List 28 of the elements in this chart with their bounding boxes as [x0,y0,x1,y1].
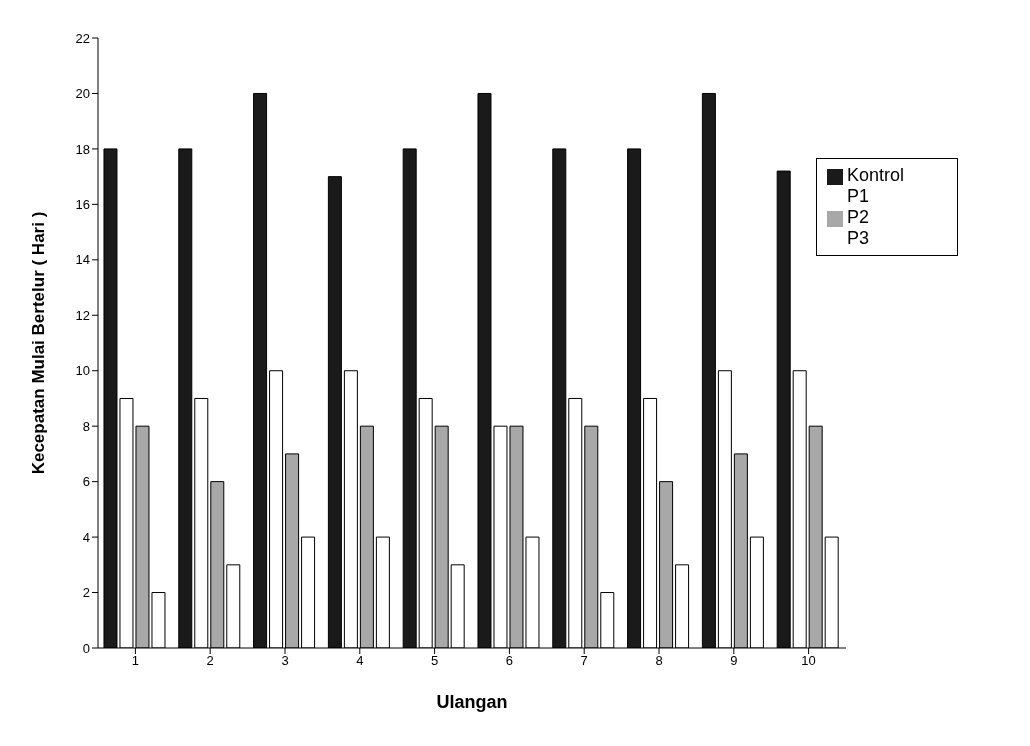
x-tick-label: 7 [580,653,588,669]
y-tick-label: 0 [82,640,90,656]
x-tick-label: 8 [655,653,663,669]
y-tick-label: 2 [82,585,90,601]
y-tick-label: 6 [82,474,90,490]
y-tick-label: 16 [75,196,90,212]
y-tick-label: 18 [75,141,90,157]
y-tick-label: 4 [82,529,90,545]
x-tick-label: 6 [505,653,514,669]
x-tick-label: 5 [430,653,439,669]
x-tick-label: 4 [356,653,364,669]
x-tick-label: 9 [730,653,738,669]
y-axis-title: Kecepatan Mulai Bertelur ( Hari ) [29,211,49,475]
x-tick-label: 1 [131,653,140,669]
legend-label: P2 [847,207,870,227]
x-tick-label: 3 [281,653,289,669]
y-tick-label: 8 [82,418,90,434]
x-tick-label: 10 [801,653,816,669]
text: P3 [847,228,870,248]
x-tick-label: 2 [206,653,214,669]
y-tick-label: 22 [75,30,90,46]
text: P1 [847,186,870,206]
y-tick-label: 10 [75,363,90,379]
y-tick-label: 12 [75,307,90,323]
x-axis-title: Ulangan [436,692,508,712]
legend-label: Kontrol [847,165,905,185]
y-tick-label: 20 [75,86,90,102]
y-tick-label: 14 [75,252,90,268]
